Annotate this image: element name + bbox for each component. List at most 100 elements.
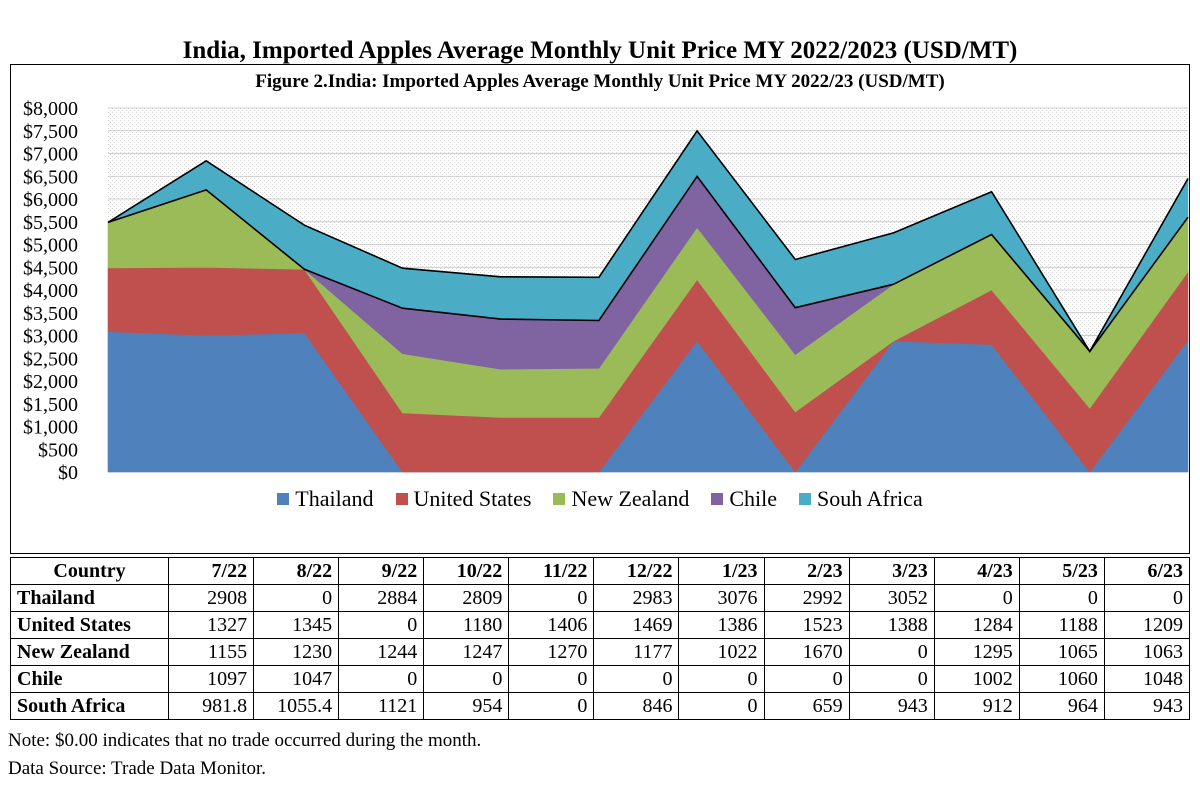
value-cell: 0: [763, 665, 850, 693]
y-tick-label: $500: [38, 439, 78, 461]
value-cell: 1180: [423, 611, 510, 639]
y-tick-label: $1,500: [23, 394, 78, 416]
table-header-cell: 5/23: [1018, 557, 1105, 585]
value-cell: 912: [933, 692, 1020, 720]
value-cell: 1270: [508, 638, 595, 666]
total-outline: [107, 129, 1189, 353]
y-tick-label: $7,000: [23, 144, 78, 166]
value-cell: 1523: [763, 611, 850, 639]
value-cell: 0: [678, 692, 765, 720]
y-axis-ticks: $0$500$1,000$1,500$2,000$2,500$3,000$3,5…: [23, 98, 78, 484]
value-cell: 1177: [593, 638, 680, 666]
y-tick-label: $5,500: [23, 212, 78, 234]
value-cell: 2809: [423, 584, 510, 612]
y-tick-label: $8,000: [23, 98, 78, 120]
data-table: Country 7/22 8/22 9/22 10/22 11/22 12/22…: [10, 557, 1191, 720]
table-header-cell: 4/23: [933, 557, 1020, 585]
series-areas: [107, 129, 1189, 473]
value-cell: 3076: [678, 584, 765, 612]
value-cell: 1055.4: [253, 692, 340, 720]
table-row: New Zealand 1155 1230 1244 1247 1270 1177 1022 1…: [10, 638, 1191, 666]
table-header-cell: 6/23: [1103, 557, 1191, 585]
value-cell: 964: [1018, 692, 1105, 720]
table-row: United States 1327 1345 0 1180 1406 1469 1386 15…: [10, 611, 1191, 639]
value-cell: 943: [848, 692, 935, 720]
y-tick-label: $7,500: [23, 121, 78, 143]
value-cell: 1386: [678, 611, 765, 639]
value-cell: 0: [1018, 584, 1105, 612]
legend-item-chile: Chile: [711, 486, 777, 512]
legend-swatch: [711, 493, 724, 505]
country-cell: New Zealand: [10, 638, 169, 666]
value-cell: 0: [508, 665, 595, 693]
value-cell: 846: [593, 692, 680, 720]
legend-swatch: [799, 493, 811, 505]
value-cell: 0: [508, 692, 595, 720]
value-cell: 0: [338, 611, 425, 639]
value-cell: 0: [848, 638, 935, 666]
table-header-cell: 7/22: [167, 557, 255, 585]
value-cell: 0: [1103, 584, 1191, 612]
notes: Note: $0.00 indicates that no trade occu…: [8, 727, 481, 783]
y-tick-label: $2,000: [23, 371, 78, 393]
country-cell: Chile: [10, 665, 169, 693]
value-cell: 1670: [763, 638, 850, 666]
value-cell: 1121: [338, 692, 425, 720]
value-cell: 0: [593, 665, 680, 693]
value-cell: 1345: [253, 611, 340, 639]
value-cell: 1155: [167, 638, 255, 666]
y-tick-label: $6,500: [23, 166, 78, 188]
table-row: Thailand 2908 0 2884 2809 0 2983 3076 2992 3052 0 0…: [10, 584, 1191, 612]
table-header-cell: 8/22: [253, 557, 340, 585]
value-cell: 3052: [848, 584, 935, 612]
legend-swatch: [395, 493, 408, 505]
value-cell: 2983: [593, 584, 680, 612]
y-tick-label: $3,000: [23, 326, 78, 348]
value-cell: 1247: [423, 638, 510, 666]
value-cell: 0: [678, 665, 765, 693]
page-title: India, Imported Apples Average Monthly U…: [182, 37, 1018, 64]
value-cell: 981.8: [167, 692, 255, 720]
value-cell: 0: [848, 665, 935, 693]
y-tick-label: $6,000: [23, 189, 78, 211]
table-row: Chile 1097 1047 0 0 0 0 0 0 0 1002 1060 1048: [10, 665, 1191, 693]
country-cell: United States: [10, 611, 169, 639]
table-header-cell: 12/22: [593, 557, 680, 585]
legend-label: Souh Africa: [817, 486, 923, 511]
y-tick-label: $0: [58, 462, 78, 484]
table-row: South Africa 981.8 1055.4 1121 954 0 846 0 659 94…: [10, 692, 1191, 720]
value-cell: 1230: [253, 638, 340, 666]
value-cell: 954: [423, 692, 510, 720]
value-cell: 1047: [253, 665, 340, 693]
value-cell: 1327: [167, 611, 255, 639]
value-cell: 1002: [933, 665, 1020, 693]
table-header-cell: 10/22: [423, 557, 510, 585]
value-cell: 0: [338, 665, 425, 693]
chart-title: Figure 2.India: Imported Apples Average …: [255, 71, 945, 92]
value-cell: 1469: [593, 611, 680, 639]
value-cell: 1188: [1018, 611, 1105, 639]
y-tick-label: $5,000: [23, 235, 78, 257]
legend-label: Chile: [729, 486, 777, 511]
table-header-cell: Country: [10, 557, 169, 585]
y-tick-label: $4,500: [23, 257, 78, 279]
value-cell: 1406: [508, 611, 595, 639]
table-header-row: Country 7/22 8/22 9/22 10/22 11/22 12/22…: [10, 557, 1191, 585]
value-cell: 2884: [338, 584, 425, 612]
legend-swatch: [553, 493, 566, 505]
value-cell: 1048: [1103, 665, 1191, 693]
value-cell: 1284: [933, 611, 1020, 639]
table-header-cell: 11/22: [508, 557, 595, 585]
y-tick-label: $3,500: [23, 303, 78, 325]
legend-label: New Zealand: [571, 486, 690, 511]
value-cell: 1244: [338, 638, 425, 666]
value-cell: 1022: [678, 638, 765, 666]
legend-item-thailand: Thailand: [277, 486, 374, 512]
value-cell: 1097: [167, 665, 255, 693]
source-text: Data Source: Trade Data Monitor.: [8, 758, 267, 779]
value-cell: 2908: [167, 584, 255, 612]
value-cell: 1060: [1018, 665, 1105, 693]
value-cell: 1295: [933, 638, 1020, 666]
legend: Thailand United States New Zealand Chile…: [0, 484, 1200, 514]
country-cell: Thailand: [10, 584, 169, 612]
